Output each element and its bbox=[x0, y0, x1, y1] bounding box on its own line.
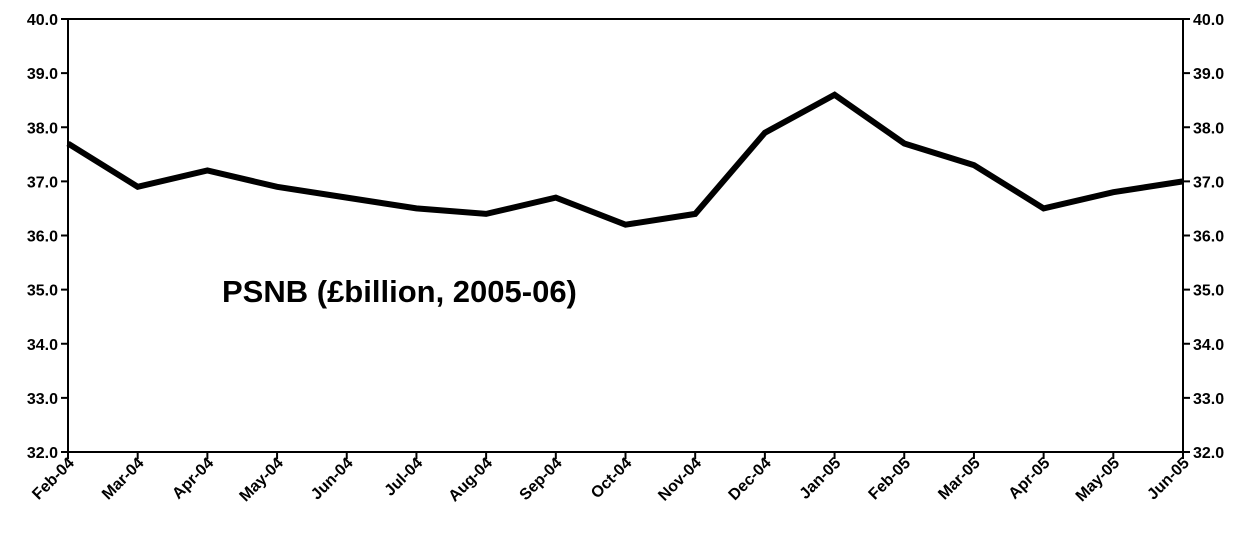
x-tick-label: Jan-05 bbox=[797, 455, 845, 503]
y-tick-label-left: 34.0 bbox=[27, 337, 58, 354]
data-point bbox=[67, 142, 69, 144]
x-tick-label: Feb-05 bbox=[866, 455, 915, 504]
data-point bbox=[834, 94, 836, 96]
data-point bbox=[346, 197, 348, 199]
y-tick-label-left: 40.0 bbox=[27, 12, 58, 29]
x-tick-label: Apr-05 bbox=[1006, 455, 1054, 503]
series-layer bbox=[66, 91, 1184, 228]
series-line bbox=[66, 91, 1184, 228]
y-tick-label-right: 33.0 bbox=[1193, 391, 1224, 408]
x-tick-label: Aug-04 bbox=[446, 455, 496, 505]
data-point bbox=[206, 170, 208, 172]
y-tick-label-left: 37.0 bbox=[27, 174, 58, 191]
y-tick-label-right: 36.0 bbox=[1193, 229, 1224, 246]
axes: 32.0 32.0 33.0 33.0 34.0 34.0 35.0 35.0 36.0 36.0… bbox=[27, 12, 1224, 505]
y-tick-label-right: 39.0 bbox=[1193, 66, 1224, 83]
y-tick-label-right: 40.0 bbox=[1193, 12, 1224, 29]
data-point bbox=[764, 132, 766, 134]
x-tick-label: Mar-05 bbox=[935, 455, 984, 504]
x-tick-label: Feb-04 bbox=[29, 455, 78, 504]
data-point bbox=[694, 213, 696, 215]
x-tick-label: Sep-04 bbox=[517, 455, 566, 504]
data-point bbox=[903, 142, 905, 144]
x-tick-label: Jul-04 bbox=[382, 455, 427, 500]
data-point bbox=[415, 207, 417, 209]
chart-annotation: PSNB (£billion, 2005-06) bbox=[222, 274, 577, 309]
y-tick-label-left: 32.0 bbox=[27, 445, 58, 462]
y-tick-label-right: 35.0 bbox=[1193, 283, 1224, 300]
x-tick-label: Dec-04 bbox=[726, 455, 775, 504]
y-tick-label-right: 38.0 bbox=[1193, 120, 1224, 137]
data-point bbox=[1043, 207, 1045, 209]
data-point bbox=[137, 186, 139, 188]
data-point bbox=[1112, 191, 1114, 193]
data-point bbox=[625, 224, 626, 226]
x-tick-label: Oct-04 bbox=[588, 455, 635, 502]
plot-frame bbox=[67, 18, 1184, 453]
y-tick-label-right: 37.0 bbox=[1193, 174, 1224, 191]
y-tick-label-left: 33.0 bbox=[27, 391, 58, 408]
x-tick-label: Mar-04 bbox=[99, 455, 148, 504]
data-point bbox=[1182, 180, 1184, 182]
x-tick-label: Nov-04 bbox=[655, 455, 705, 505]
y-tick-label-left: 39.0 bbox=[27, 66, 58, 83]
data-point bbox=[276, 186, 278, 188]
x-tick-label: May-05 bbox=[1073, 455, 1123, 505]
y-tick-label-left: 36.0 bbox=[27, 229, 58, 246]
x-tick-label: Jun-05 bbox=[1144, 455, 1193, 504]
y-tick-label-left: 38.0 bbox=[27, 120, 58, 137]
data-point bbox=[555, 197, 557, 199]
x-tick-label: Apr-04 bbox=[169, 455, 217, 503]
y-tick-label-left: 35.0 bbox=[27, 283, 58, 300]
x-tick-label: May-04 bbox=[237, 455, 287, 505]
y-tick-label-right: 34.0 bbox=[1193, 337, 1224, 354]
x-tick-label: Jun-04 bbox=[308, 455, 357, 504]
y-tick-label-right: 32.0 bbox=[1193, 445, 1224, 462]
data-point bbox=[973, 164, 975, 166]
data-point bbox=[485, 213, 487, 215]
